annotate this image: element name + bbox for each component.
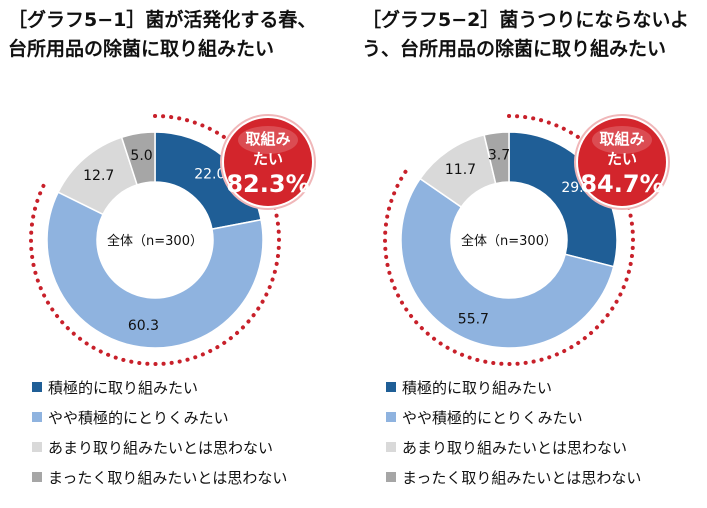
badge-circle: [224, 118, 312, 206]
badge-circle: [578, 118, 666, 206]
slice-value-label: 12.7: [83, 168, 114, 184]
legend-item-not-at-all: まったく取り組みたいとは思わない: [32, 462, 287, 492]
chart-title: ［グラフ5−2］菌うつりにならないよ う、台所用品の除菌に取り組みたい: [362, 6, 704, 64]
legend-label: 積極的に取り組みたい: [48, 378, 199, 397]
donut-slice-positive: [508, 131, 618, 268]
legend-item-not-at-all: まったく取り組みたいとは思わない: [386, 462, 641, 492]
donut-slice-somewhat: [46, 191, 264, 349]
badge-label-line1: 取組み: [599, 130, 644, 148]
legend-label: やや積極的にとりくみたい: [48, 408, 229, 427]
legend-label: やや積極的にとりくみたい: [402, 408, 583, 427]
donut-slice-somewhat: [400, 177, 615, 349]
legend-swatch: [386, 382, 396, 392]
chart-title-line1: ［グラフ5−1］菌が活発化する春、: [8, 9, 317, 31]
legend-label: あまり取り組みたいとは思わない: [402, 438, 628, 457]
center-label: 全体（n=300）: [107, 233, 203, 249]
legend-swatch: [32, 442, 42, 452]
center-label: 全体（n=300）: [461, 233, 557, 249]
legend-swatch: [32, 412, 42, 422]
donut-slice-not-at-all: [483, 131, 510, 185]
legend-item-not-much: あまり取り組みたいとは思わない: [32, 432, 287, 462]
chart-title-line1: ［グラフ5−2］菌うつりにならないよ: [362, 9, 689, 31]
legend-item-positive: 積極的に取り組みたい: [32, 372, 287, 402]
badge-label-line2: たい: [607, 150, 637, 168]
slice-value-label: 60.3: [128, 318, 159, 334]
slice-value-label: 3.7: [488, 148, 510, 164]
badge-label-line1: 取組み: [245, 130, 290, 148]
badge-label-line2: たい: [253, 150, 283, 168]
donut-slice-not-at-all: [120, 131, 156, 186]
legend-label: まったく取り組みたいとは思わない: [48, 468, 288, 487]
chart-title-line2: う、台所用品の除菌に取り組みたい: [362, 38, 667, 60]
donut-slice-positive: [154, 131, 262, 231]
legend-swatch: [386, 472, 396, 482]
slice-value-label: 5.0: [130, 148, 152, 164]
legend-label: まったく取り組みたいとは思わない: [402, 468, 642, 487]
chart-panel-1: ［グラフ5−1］菌が活発化する春、 台所用品の除菌に取り組みたい 22.0 60.…: [0, 0, 353, 508]
legend-label: 積極的に取り組みたい: [402, 378, 553, 397]
legend-label: あまり取り組みたいとは思わない: [48, 438, 274, 457]
legend-swatch: [32, 382, 42, 392]
slice-value-label: 22.0: [194, 167, 225, 183]
legend: 積極的に取り組みたい やや積極的にとりくみたい あまり取り組みたいとは思わない …: [32, 372, 287, 492]
legend-swatch: [386, 442, 396, 452]
slice-value-label: 11.7: [445, 162, 476, 178]
legend-item-somewhat: やや積極的にとりくみたい: [386, 402, 641, 432]
chart-title-line2: 台所用品の除菌に取り組みたい: [8, 38, 275, 60]
legend-swatch: [386, 412, 396, 422]
badge-highlight: [592, 126, 652, 154]
legend-item-somewhat: やや積極的にとりくみたい: [32, 402, 287, 432]
slice-value-label: 55.7: [458, 311, 489, 327]
badge-value: 84.7%: [580, 170, 663, 198]
legend-swatch: [32, 472, 42, 482]
legend-item-not-much: あまり取り組みたいとは思わない: [386, 432, 641, 462]
legend: 積極的に取り組みたい やや積極的にとりくみたい あまり取り組みたいとは思わない …: [386, 372, 641, 492]
chart-panel-2: ［グラフ5−2］菌うつりにならないよ う、台所用品の除菌に取り組みたい 29.0…: [354, 0, 707, 508]
chart-title: ［グラフ5−1］菌が活発化する春、 台所用品の除菌に取り組みたい: [8, 6, 350, 64]
badge-highlight: [238, 126, 298, 154]
legend-item-positive: 積極的に取り組みたい: [386, 372, 641, 402]
badge-value: 82.3%: [226, 170, 309, 198]
